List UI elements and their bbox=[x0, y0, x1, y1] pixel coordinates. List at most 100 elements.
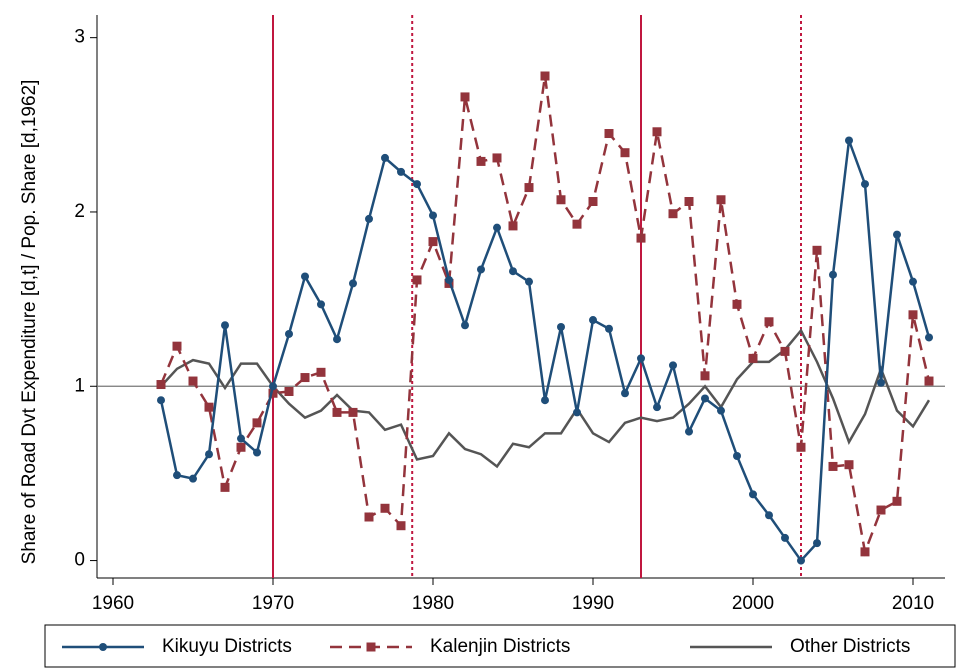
point bbox=[781, 533, 789, 542]
x-tick-label: 2010 bbox=[892, 593, 934, 614]
point bbox=[172, 341, 182, 351]
point bbox=[652, 127, 662, 137]
point bbox=[684, 197, 694, 207]
point bbox=[221, 321, 229, 330]
point bbox=[157, 396, 165, 405]
point bbox=[460, 92, 470, 102]
series-line bbox=[160, 328, 931, 469]
point bbox=[621, 389, 629, 398]
point bbox=[796, 442, 806, 452]
point bbox=[748, 353, 758, 363]
point bbox=[204, 402, 214, 412]
y-tick-label: 3 bbox=[74, 27, 85, 48]
point bbox=[429, 211, 437, 220]
point bbox=[316, 367, 326, 377]
point bbox=[908, 310, 918, 320]
point bbox=[412, 275, 422, 285]
x-tick-label: 1980 bbox=[412, 593, 454, 614]
series-line bbox=[159, 75, 931, 557]
point bbox=[589, 316, 597, 325]
point bbox=[701, 394, 709, 403]
point bbox=[541, 396, 549, 405]
point bbox=[813, 539, 821, 548]
point bbox=[317, 300, 325, 309]
point bbox=[173, 471, 181, 480]
point bbox=[604, 129, 614, 139]
x-tick-label: 1970 bbox=[252, 593, 294, 614]
point bbox=[205, 450, 213, 459]
point bbox=[301, 272, 309, 281]
point bbox=[828, 461, 838, 471]
point bbox=[876, 505, 886, 515]
point bbox=[653, 403, 661, 412]
point bbox=[716, 195, 726, 205]
point bbox=[924, 376, 934, 386]
point bbox=[285, 329, 293, 338]
point bbox=[461, 321, 469, 330]
point bbox=[605, 324, 613, 333]
point bbox=[365, 214, 373, 223]
legend-marker bbox=[99, 643, 107, 651]
point bbox=[524, 183, 534, 193]
point bbox=[861, 180, 869, 189]
point bbox=[476, 156, 486, 166]
point bbox=[381, 153, 389, 162]
point bbox=[749, 490, 757, 499]
point bbox=[156, 380, 166, 390]
legend-label: Kikuyu Districts bbox=[162, 636, 292, 657]
point bbox=[892, 496, 902, 506]
point bbox=[188, 376, 198, 386]
point bbox=[733, 451, 741, 460]
x-tick-label: 1960 bbox=[92, 593, 134, 614]
point bbox=[428, 237, 438, 247]
point bbox=[732, 299, 742, 309]
point bbox=[829, 270, 837, 279]
legend-label: Kalenjin Districts bbox=[430, 636, 570, 657]
point bbox=[349, 279, 357, 288]
point bbox=[877, 378, 885, 387]
point bbox=[556, 195, 566, 205]
point bbox=[493, 223, 501, 232]
point bbox=[620, 148, 630, 158]
point bbox=[925, 333, 933, 342]
point bbox=[397, 167, 405, 176]
point bbox=[637, 354, 645, 363]
point bbox=[540, 71, 550, 81]
point bbox=[333, 335, 341, 344]
point bbox=[413, 180, 421, 189]
point bbox=[509, 267, 517, 276]
point bbox=[717, 406, 725, 415]
point bbox=[860, 547, 870, 557]
point bbox=[252, 418, 262, 428]
legend-label: Other Districts bbox=[790, 636, 910, 657]
point bbox=[893, 230, 901, 239]
point bbox=[765, 511, 773, 520]
y-axis-label: Share of Road Dvt Expenditure [d,t] / Po… bbox=[19, 80, 40, 565]
point bbox=[236, 442, 246, 452]
point bbox=[300, 373, 310, 383]
point bbox=[332, 407, 342, 417]
point bbox=[797, 556, 805, 565]
point bbox=[668, 209, 678, 219]
point bbox=[445, 275, 453, 284]
point bbox=[636, 233, 646, 243]
point bbox=[348, 407, 358, 417]
point bbox=[284, 386, 294, 396]
point bbox=[253, 448, 261, 457]
point bbox=[588, 197, 598, 207]
point bbox=[764, 317, 774, 327]
y-tick-label: 1 bbox=[74, 375, 85, 396]
point bbox=[189, 474, 197, 483]
point bbox=[780, 346, 790, 356]
legend-box bbox=[44, 624, 956, 668]
point bbox=[477, 265, 485, 274]
point bbox=[572, 219, 582, 229]
point bbox=[492, 153, 502, 163]
point bbox=[525, 277, 533, 286]
point bbox=[844, 460, 854, 470]
point bbox=[237, 434, 245, 443]
point bbox=[364, 512, 374, 522]
point bbox=[573, 408, 581, 417]
point bbox=[268, 388, 278, 398]
point bbox=[812, 245, 822, 255]
